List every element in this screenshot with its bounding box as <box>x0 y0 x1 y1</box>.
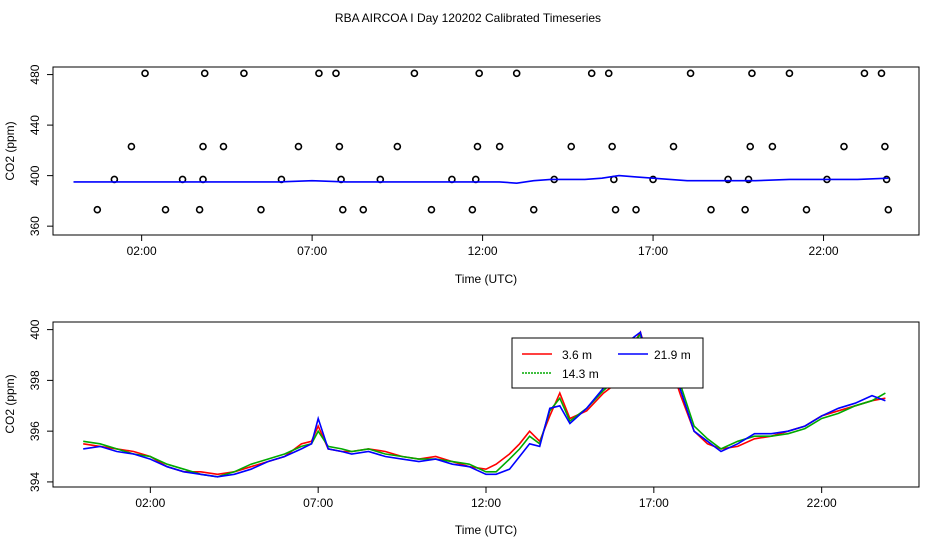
bottom-series <box>83 330 886 478</box>
bottom-x-axis-title: Time (UTC) <box>455 523 517 537</box>
series-line-2 <box>83 330 886 478</box>
data-point <box>608 142 616 151</box>
y-tick-label: 440 <box>28 115 42 135</box>
x-tick-label: 12:00 <box>468 244 498 258</box>
series-line <box>73 174 889 185</box>
data-point <box>785 69 794 78</box>
y-tick-label: 398 <box>28 370 42 390</box>
data-point <box>427 205 436 214</box>
data-point <box>141 69 149 78</box>
y-tick-label: 400 <box>28 319 42 339</box>
data-point <box>884 205 893 214</box>
legend: 3.6 m 14.3 m 21.9 m <box>511 337 704 389</box>
data-point <box>93 205 102 214</box>
data-point <box>649 175 657 184</box>
data-point <box>393 142 402 151</box>
y-tick-label: 400 <box>28 165 42 185</box>
data-point <box>199 142 207 151</box>
data-point <box>587 69 596 78</box>
data-point <box>475 69 483 78</box>
data-point <box>294 142 303 151</box>
legend-label-1: 14.3 m <box>562 367 599 381</box>
top-series <box>73 174 889 185</box>
data-point <box>860 69 869 78</box>
x-tick-label: 22:00 <box>807 496 837 510</box>
x-tick-label: 12:00 <box>471 496 501 510</box>
data-point <box>741 205 749 214</box>
bottom-y-ticks: 394 396 398 400 <box>28 319 53 492</box>
series-line-0 <box>83 330 886 476</box>
bottom-panel: 02:00 07:00 12:00 17:00 22:00 394 396 398 400 3… <box>3 319 920 537</box>
data-point <box>748 69 756 78</box>
data-point <box>802 205 811 214</box>
x-tick-label: 17:00 <box>639 496 669 510</box>
top-plot-frame <box>52 66 920 236</box>
data-point <box>195 205 204 214</box>
y-tick-label: 394 <box>28 472 42 492</box>
x-tick-label: 17:00 <box>638 244 668 258</box>
top-markers <box>93 69 893 214</box>
x-tick-label: 22:00 <box>809 244 839 258</box>
data-point <box>240 69 248 78</box>
x-tick-label: 02:00 <box>135 496 165 510</box>
data-point <box>468 205 477 214</box>
data-point <box>707 205 715 214</box>
data-point <box>512 69 521 78</box>
series-line-1 <box>83 333 886 478</box>
data-point <box>335 142 344 151</box>
y-tick-label: 480 <box>28 64 42 84</box>
data-point <box>410 69 419 78</box>
data-point <box>315 69 323 78</box>
data-point <box>161 205 170 214</box>
data-point <box>881 142 889 151</box>
data-point <box>200 69 209 78</box>
data-point <box>604 69 613 78</box>
data-point <box>529 205 538 214</box>
data-point <box>257 205 265 214</box>
data-point <box>495 142 504 151</box>
data-point <box>332 69 340 78</box>
y-tick-label: 396 <box>28 421 42 441</box>
data-point <box>877 69 886 78</box>
data-point <box>632 205 640 214</box>
bottom-y-axis-title: CO2 (ppm) <box>3 374 17 433</box>
data-point <box>882 175 891 184</box>
top-panel: 02:00 07:00 12:00 17:00 22:00 360 400 440 480 T… <box>3 64 920 286</box>
top-y-axis-title: CO2 (ppm) <box>3 121 17 180</box>
bottom-x-ticks: 02:00 07:00 12:00 17:00 22:00 <box>135 487 837 510</box>
legend-label-0: 3.6 m <box>562 348 592 362</box>
legend-label-2: 21.9 m <box>654 348 691 362</box>
y-tick-label: 360 <box>28 216 42 236</box>
data-point <box>219 142 228 151</box>
data-point <box>686 69 695 78</box>
data-point <box>567 142 576 151</box>
x-tick-label: 07:00 <box>303 496 333 510</box>
x-tick-label: 07:00 <box>297 244 327 258</box>
data-point <box>339 205 347 214</box>
legend-box <box>511 337 704 389</box>
top-x-axis-title: Time (UTC) <box>455 272 517 286</box>
top-y-ticks: 360 400 440 480 <box>28 64 53 236</box>
data-point <box>724 175 732 184</box>
data-point <box>473 142 482 151</box>
data-point <box>669 142 678 151</box>
data-point <box>359 205 368 214</box>
data-point <box>746 142 755 151</box>
bottom-plot-frame <box>52 321 920 488</box>
data-point <box>744 175 753 184</box>
data-point <box>611 205 620 214</box>
main-title: RBA AIRCOA I Day 120202 Calibrated Times… <box>335 11 601 25</box>
x-tick-label: 02:00 <box>127 244 157 258</box>
top-x-ticks: 02:00 07:00 12:00 17:00 22:00 <box>127 235 839 258</box>
data-point <box>768 142 777 151</box>
data-point <box>840 142 848 151</box>
data-point <box>127 142 136 151</box>
